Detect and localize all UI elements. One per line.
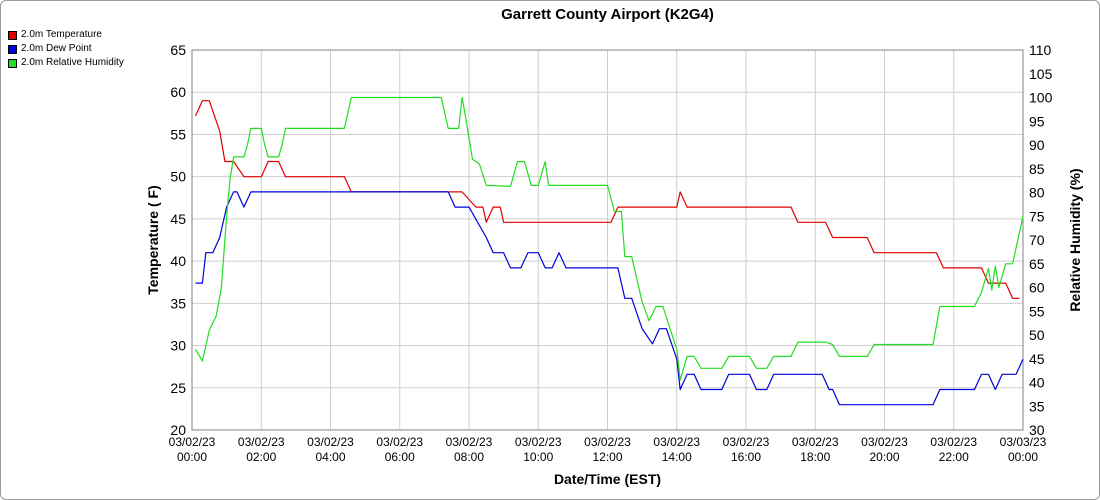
x-tick-label-date: 03/02/23 [446,435,493,449]
x-tick-label-time: 00:00 [177,450,207,464]
y-left-tick-label: 40 [170,253,186,269]
y-right-tick-label: 40 [1029,375,1045,391]
y-left-tick-label: 45 [170,211,186,227]
y-right-tick-label: 50 [1029,327,1045,343]
y-right-tick-label: 70 [1029,232,1045,248]
x-tick-label-date: 03/02/23 [930,435,977,449]
y-right-tick-label: 110 [1029,42,1052,58]
x-tick-label-date: 03/02/23 [861,435,908,449]
y-left-tick-label: 30 [170,338,186,354]
series-line-2-0m-dew-point [195,191,1024,406]
legend-label: 2.0m Dew Point [21,43,92,54]
y-right-tick-label: 75 [1029,208,1045,224]
x-tick-label-date: 03/02/23 [584,435,631,449]
x-tick-label-date: 03/02/23 [307,435,354,449]
x-tick-label-date: 03/03/23 [1000,435,1047,449]
y-left-tick-label: 25 [170,380,186,396]
y-right-tick-label: 105 [1029,66,1053,82]
y-right-tick-label: 35 [1029,398,1045,414]
y-right-tick-label: 85 [1029,161,1045,177]
legend-item: 2.0m Relative Humidity [8,56,124,70]
series-line-2-0m-temperature [194,100,1020,299]
y-right-tick-label: 80 [1029,185,1045,201]
y-right-tick-label: 100 [1029,90,1053,106]
x-tick-label-time: 18:00 [800,450,830,464]
x-tick-label-time: 06:00 [385,450,415,464]
legend-item: 2.0m Dew Point [8,42,124,56]
y-right-tick-label: 65 [1029,256,1045,272]
y-left-tick-label: 55 [170,126,186,142]
x-tick-label-time: 02:00 [246,450,276,464]
series-line-2-0m-relative-humidity [194,96,1024,381]
y-left-tick-label: 50 [170,169,186,185]
y-left-axis-label: Temperature ( F) [145,185,161,294]
legend-swatch [8,44,17,54]
x-tick-label-time: 00:00 [1008,450,1038,464]
y-right-tick-label: 45 [1029,351,1045,367]
x-tick-label-time: 08:00 [454,450,484,464]
y-left-tick-label: 60 [170,84,186,100]
legend-swatch [8,30,17,40]
x-tick-label-time: 14:00 [662,450,692,464]
legend-label: 2.0m Relative Humidity [21,57,124,68]
y-left-tick-label: 65 [170,42,186,58]
y-left-tick-label: 35 [170,295,186,311]
x-tick-label-time: 16:00 [731,450,761,464]
y-right-tick-label: 60 [1029,280,1045,296]
x-tick-label-time: 04:00 [315,450,345,464]
plot-area-border [191,49,1024,431]
legend-item: 2.0m Temperature [8,28,124,42]
x-tick-label-date: 03/02/23 [723,435,770,449]
y-left-tick-label: 20 [170,422,186,438]
x-tick-label-date: 03/02/23 [238,435,285,449]
x-tick-label-time: 20:00 [869,450,899,464]
x-tick-label-date: 03/02/23 [169,435,216,449]
chart-title: Garrett County Airport (K2G4) [501,6,714,23]
x-tick-label-time: 10:00 [523,450,553,464]
x-tick-label-date: 03/02/23 [376,435,423,449]
x-tick-label-time: 22:00 [939,450,969,464]
y-right-tick-label: 95 [1029,113,1045,129]
x-tick-label-date: 03/02/23 [515,435,562,449]
chart-legend: 2.0m Temperature 2.0m Dew Point 2.0m Relat… [8,28,124,70]
x-tick-label-time: 12:00 [592,450,622,464]
legend-swatch [8,58,17,68]
x-tick-label-date: 03/02/23 [792,435,839,449]
y-right-tick-label: 55 [1029,303,1045,319]
y-right-tick-label: 30 [1029,422,1045,438]
x-tick-label-date: 03/02/23 [653,435,700,449]
y-right-tick-label: 90 [1029,137,1045,153]
legend-label: 2.0m Temperature [21,29,102,40]
x-axis-label: Date/Time (EST) [554,471,661,487]
y-right-axis-label: Relative Humidity (%) [1067,168,1083,311]
